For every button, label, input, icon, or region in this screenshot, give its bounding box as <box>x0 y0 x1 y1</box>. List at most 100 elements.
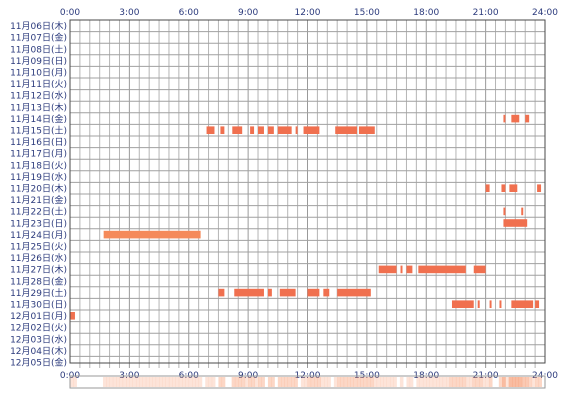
interval-bar <box>218 288 225 297</box>
interval-bar <box>503 219 528 227</box>
interval-bar <box>277 126 292 134</box>
density-cell <box>126 377 130 387</box>
date-label: 12月02日(火) <box>10 323 67 334</box>
density-cell <box>485 377 490 387</box>
density-cell <box>152 377 157 387</box>
date-label: 11月27日(木) <box>10 264 67 276</box>
x-axis-top: 0:00 3:00 6:00 9:00 12:00 15:00 18:00 21:00 24:0… <box>60 8 558 18</box>
density-cell <box>261 377 265 387</box>
density-cell <box>244 377 249 387</box>
density-cell <box>208 377 213 387</box>
grid-lines <box>70 20 545 368</box>
density-cell <box>310 377 315 387</box>
interval-bar <box>267 126 274 134</box>
density-cell <box>185 377 190 387</box>
density-cell <box>238 377 242 387</box>
density-cell <box>370 377 374 387</box>
density-cell <box>356 377 361 387</box>
interval-bar <box>295 126 298 134</box>
density-cell <box>122 377 127 387</box>
density-cell <box>168 377 173 387</box>
density-cell <box>195 377 199 387</box>
density-cell <box>465 377 470 387</box>
interval-bar <box>499 300 502 308</box>
density-cell <box>439 377 444 387</box>
density-cell <box>366 377 371 387</box>
density-cell <box>149 377 153 387</box>
x-tick-label: 0:00 <box>60 8 80 18</box>
density-cell <box>432 377 437 387</box>
density-cell <box>525 377 529 387</box>
date-label: 11月28日(金) <box>10 275 67 287</box>
density-cell <box>198 377 203 387</box>
density-cell <box>455 377 460 387</box>
date-label: 11月19日(水) <box>10 171 67 183</box>
density-cell <box>221 377 226 387</box>
interval-bar <box>206 126 215 134</box>
interval-bar <box>521 207 524 216</box>
date-label: 12月03日(水) <box>10 333 67 345</box>
interval-bar <box>509 184 518 192</box>
density-cell <box>512 377 516 387</box>
density-cell <box>488 377 493 387</box>
density-cell <box>498 377 503 387</box>
density-cell <box>469 377 473 387</box>
density-cell <box>373 377 378 387</box>
density-cell <box>482 377 486 387</box>
density-cell <box>281 377 285 387</box>
density-cell <box>409 377 414 387</box>
density-cell <box>399 377 404 387</box>
interval-bar <box>406 265 413 274</box>
interval-bar <box>503 114 506 123</box>
date-label: 11月25日(火) <box>10 242 67 253</box>
x-tick-label: 24:00 <box>532 8 558 18</box>
density-cell <box>178 377 183 387</box>
x-tick-label: 9:00 <box>238 8 258 18</box>
interval-bar <box>418 265 466 274</box>
density-cell <box>347 377 351 387</box>
density-cell <box>294 377 298 387</box>
interval-bar <box>267 288 272 297</box>
plot-border <box>69 19 546 364</box>
density-strip <box>70 377 543 387</box>
density-cell <box>363 377 368 387</box>
date-label: 11月24日(月) <box>10 230 67 241</box>
density-cell <box>515 377 519 387</box>
date-label: 11月21日(金) <box>10 194 67 206</box>
interval-bar <box>358 126 375 134</box>
density-cell <box>251 377 256 387</box>
density-cell <box>436 377 440 387</box>
density-cell <box>159 377 163 387</box>
density-cell <box>429 377 434 387</box>
density-cell <box>188 377 193 387</box>
density-cell <box>119 377 124 387</box>
interval-bar <box>537 184 542 192</box>
density-cell <box>323 377 328 387</box>
density-cell <box>102 377 107 387</box>
density-cell <box>350 377 354 387</box>
density-cell <box>192 377 196 387</box>
date-label: 11月10日(月) <box>10 68 67 79</box>
density-cell <box>317 377 321 387</box>
density-cell <box>132 377 137 387</box>
density-cell <box>383 377 387 387</box>
density-cell <box>320 377 325 387</box>
interval-bar <box>535 300 540 308</box>
density-cell <box>505 377 510 387</box>
date-label: 11月07日(金) <box>10 32 67 44</box>
date-label: 11月11日(火) <box>10 79 67 90</box>
density-cell <box>337 377 341 387</box>
interval-bar <box>473 265 486 274</box>
date-label: 11月16日(日) <box>10 137 67 148</box>
interval-bars <box>70 114 542 320</box>
date-label: 11月22日(土) <box>10 206 67 218</box>
density-cell <box>422 377 427 387</box>
date-labels: 11月06日(木)11月07日(金)11月08日(土)11月09日(日)11月1… <box>10 20 67 368</box>
interval-bar <box>485 184 490 192</box>
density-cell <box>475 377 480 387</box>
density-cell <box>135 377 140 387</box>
density-cell <box>459 377 463 387</box>
date-label: 11月18日(火) <box>10 160 67 171</box>
density-cell <box>304 377 308 387</box>
density-cell <box>300 377 305 387</box>
